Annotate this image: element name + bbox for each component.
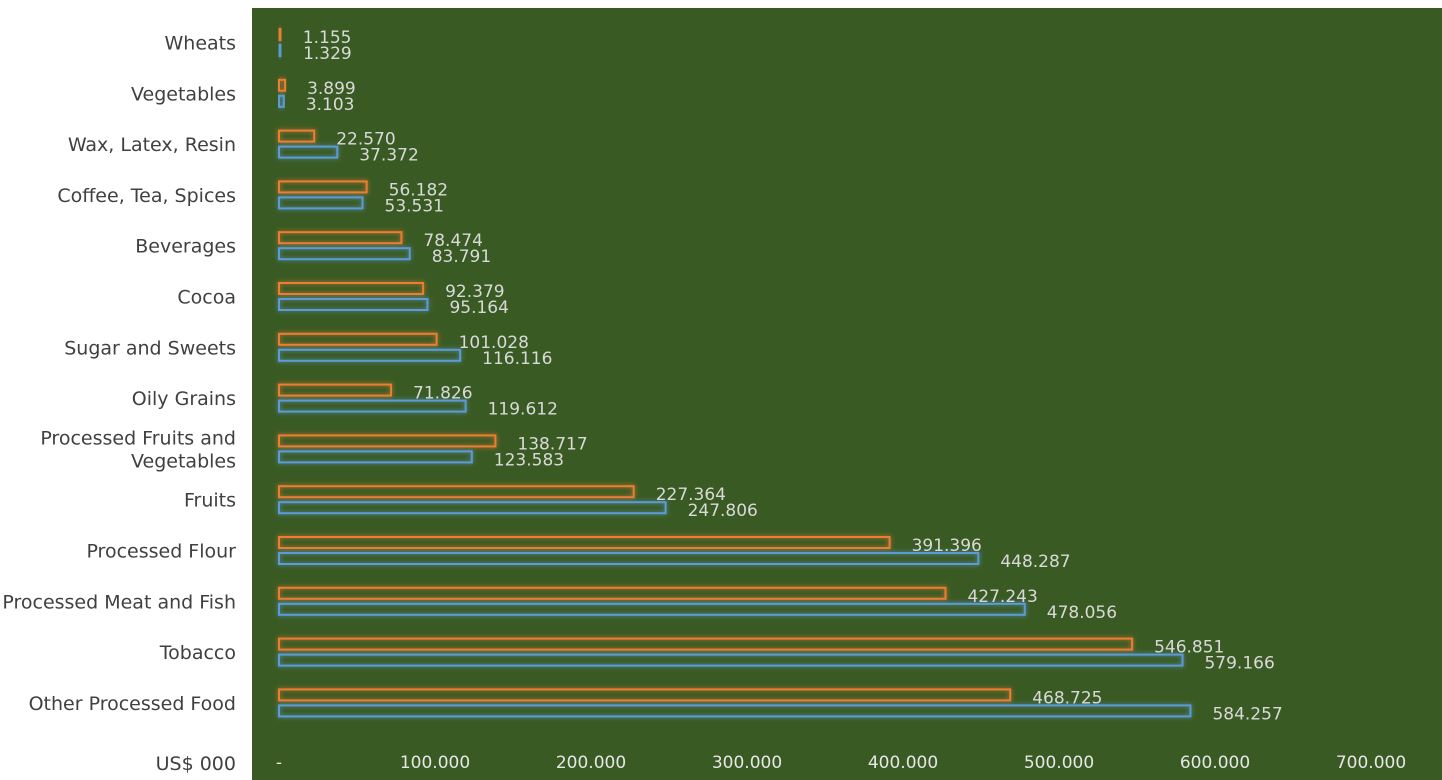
x-tick-label: 400.000 <box>868 753 938 773</box>
data-label: 92.379 <box>445 282 504 302</box>
data-label: 468.725 <box>1032 688 1102 708</box>
bar <box>278 282 425 295</box>
bar <box>278 485 635 499</box>
category-label: Wax, Latex, Resin <box>68 134 236 156</box>
category-label: Other Processed Food <box>29 693 236 715</box>
bar <box>278 180 368 194</box>
bars-layer <box>278 28 1192 718</box>
data-label: 83.791 <box>432 247 491 267</box>
plot-area <box>252 8 1442 780</box>
bar <box>278 450 473 464</box>
bar <box>278 536 891 549</box>
bar <box>278 552 980 565</box>
data-label: 101.028 <box>459 333 529 353</box>
category-label: Cocoa <box>177 287 236 309</box>
category-label: Processed Fruits and Vegetables <box>40 427 236 472</box>
x-tick-label: 500.000 <box>1024 753 1094 773</box>
category-label: Processed Flour <box>86 541 236 563</box>
data-label: 56.182 <box>389 180 448 200</box>
bar <box>278 247 411 261</box>
data-label: 138.717 <box>517 434 587 454</box>
data-label: 579.166 <box>1204 654 1274 674</box>
x-tick-label: 600.000 <box>1180 753 1250 773</box>
category-label: Tobacco <box>159 642 236 664</box>
data-label: 227.364 <box>656 485 726 505</box>
category-label: Wheats <box>164 33 236 55</box>
bar <box>278 145 339 159</box>
x-tick-label: - <box>276 753 282 773</box>
data-label: 478.056 <box>1047 603 1117 623</box>
category-label: Sugar and Sweets <box>64 337 236 359</box>
data-label: 123.583 <box>494 450 564 470</box>
bar <box>278 129 316 143</box>
axis-layer: US$ 000 - 100.000 200.000 300.000 400.000 500… <box>156 753 1407 775</box>
category-label: Beverages <box>135 236 236 258</box>
data-label: 95.164 <box>449 298 508 318</box>
data-label: 1.329 <box>303 44 352 64</box>
bar <box>278 298 429 311</box>
bar <box>278 399 467 413</box>
data-label: 71.826 <box>413 384 472 404</box>
bar <box>278 383 393 397</box>
category-label: Coffee, Tea, Spices <box>57 185 236 207</box>
category-label: Vegetables <box>131 83 236 105</box>
data-label: 546.851 <box>1154 638 1224 658</box>
x-tick-label: 300.000 <box>712 753 782 773</box>
x-tick-label: 700.000 <box>1336 753 1406 773</box>
data-label: 37.372 <box>359 146 418 166</box>
bar <box>278 602 1026 616</box>
data-label: 3.899 <box>307 79 356 99</box>
category-label: Fruits <box>184 490 236 512</box>
data-label: 3.103 <box>306 95 355 115</box>
data-label: 427.243 <box>967 587 1037 607</box>
bar <box>278 348 462 362</box>
bar <box>278 94 285 108</box>
bar <box>278 44 283 57</box>
bar <box>278 653 1184 667</box>
category-label: Processed Meat and Fish <box>2 591 236 613</box>
bar <box>278 704 1192 718</box>
data-label: 1.155 <box>303 28 352 48</box>
data-label: 391.396 <box>912 536 982 556</box>
bar <box>278 501 667 515</box>
bar <box>278 332 438 346</box>
data-label: 53.531 <box>385 196 444 216</box>
data-label: 247.806 <box>688 501 758 521</box>
data-label: 448.287 <box>1000 552 1070 572</box>
x-tick-label: 200.000 <box>556 753 626 773</box>
data-label: 116.116 <box>482 349 552 369</box>
bar <box>278 78 287 92</box>
bar <box>278 637 1134 651</box>
bar <box>278 688 1012 702</box>
bar <box>278 434 497 448</box>
data-label: 22.570 <box>336 130 395 150</box>
data-label: 584.257 <box>1212 704 1282 724</box>
bar <box>278 231 403 245</box>
axis-unit-label: US$ 000 <box>156 753 236 775</box>
category-label: Oily Grains <box>132 388 236 410</box>
data-label: 78.474 <box>423 231 482 251</box>
x-tick-label: 100.000 <box>400 753 470 773</box>
bar <box>278 196 364 210</box>
bar <box>278 28 282 41</box>
bar <box>278 586 947 600</box>
data-label: 119.612 <box>488 400 558 420</box>
